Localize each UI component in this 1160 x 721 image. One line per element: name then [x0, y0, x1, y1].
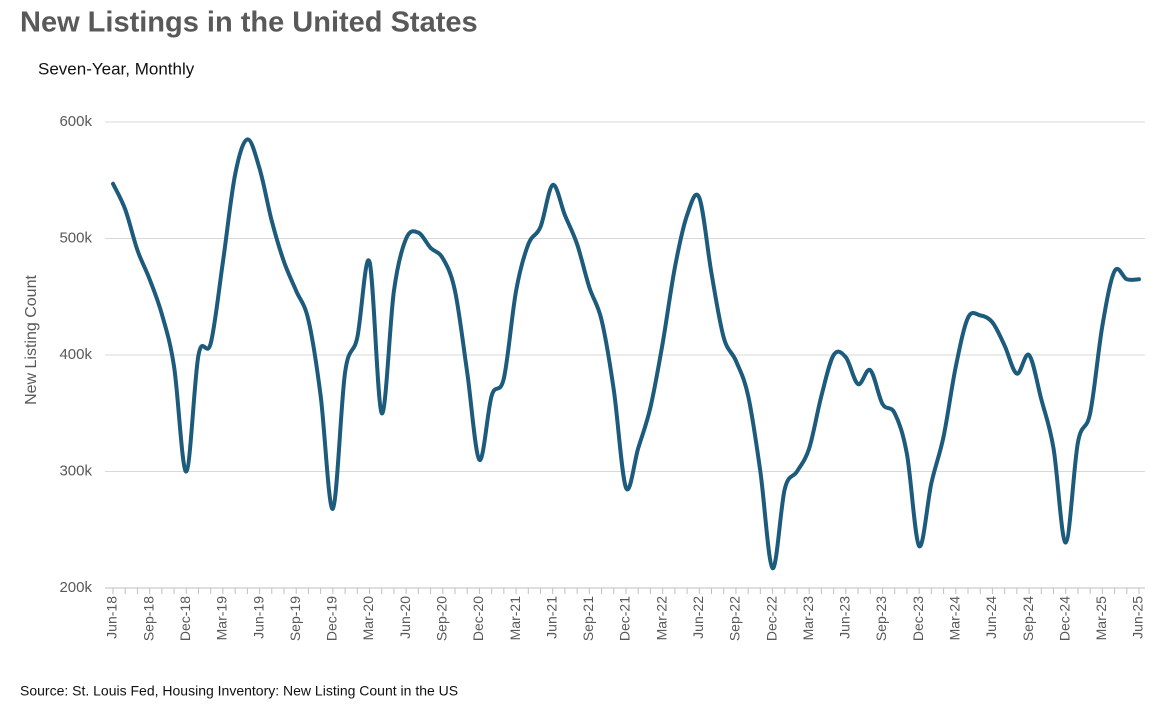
x-tick-label: Sep-23	[873, 596, 889, 641]
x-tick-label: Sep-22	[727, 596, 743, 641]
x-tick-label: Mar-24	[946, 596, 962, 641]
x-tick-label: Jun-19	[250, 596, 266, 639]
x-tick-label: Jun-22	[690, 596, 706, 639]
x-tick-label: Dec-24	[1056, 596, 1072, 641]
x-tick-label: Dec-20	[470, 596, 486, 641]
x-tick-label: Dec-23	[910, 596, 926, 641]
x-tick-label: Jun-20	[397, 596, 413, 639]
x-tick-label: Jun-24	[983, 596, 999, 639]
x-tick-label: Mar-25	[1093, 596, 1109, 641]
x-tick-label: Dec-19	[324, 596, 340, 641]
x-tick-label: Mar-23	[800, 596, 816, 641]
x-tick-label: Dec-21	[617, 596, 633, 641]
x-tick-label: Mar-19	[214, 596, 230, 641]
source-note: Source: St. Louis Fed, Housing Inventory…	[20, 683, 458, 699]
x-tick-label: Sep-21	[580, 596, 596, 641]
y-tick-label: 600k	[59, 113, 92, 130]
x-tick-label: Dec-22	[763, 596, 779, 641]
x-tick-label: Mar-22	[653, 596, 669, 641]
data-line	[111, 137, 1141, 571]
chart-title: New Listings in the United States	[20, 7, 478, 39]
y-axis-title: New Listing Count	[23, 275, 40, 405]
x-tick-label: Dec-18	[177, 596, 193, 641]
chart-subtitle: Seven-Year, Monthly	[38, 59, 195, 78]
x-tick-label: Sep-18	[140, 596, 156, 641]
x-tick-label: Jun-18	[104, 596, 120, 639]
x-tick-label: Sep-20	[433, 596, 449, 641]
y-tick-label: 500k	[59, 229, 92, 246]
x-tick-label: Sep-19	[287, 596, 303, 641]
x-tick-label: Jun-23	[837, 596, 853, 639]
x-tick-label: Jun-21	[543, 596, 559, 639]
y-tick-label: 200k	[59, 579, 92, 596]
x-tick-label: Jun-25	[1130, 596, 1146, 639]
x-tick-label: Sep-24	[1020, 596, 1036, 641]
y-tick-label: 400k	[59, 346, 92, 363]
y-tick-label: 300k	[59, 462, 92, 479]
x-tick-label: Mar-21	[507, 596, 523, 641]
x-tick-label: Mar-20	[360, 596, 376, 641]
